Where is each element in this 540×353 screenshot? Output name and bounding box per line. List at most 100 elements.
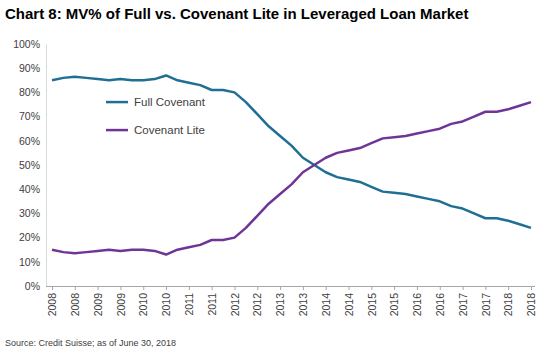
y-tick: 90% [19,62,46,74]
x-tick: 2014 [320,286,332,316]
x-tick-label: 2013 [274,293,286,317]
x-tick: 2008 [46,286,58,316]
x-tick-label: 2016 [434,293,446,317]
y-axis-line [46,45,47,287]
x-tick: 2015 [388,286,400,316]
x-tick: 2017 [457,286,469,316]
x-tick-mark [508,286,509,290]
x-tick-mark [75,286,76,290]
x-tick-mark [280,286,281,290]
x-tick: 2018 [502,286,514,316]
y-tick-label: 40% [19,183,40,195]
y-tick: 60% [19,135,46,147]
x-tick-mark [98,286,99,290]
x-tick-label: 2012 [229,293,241,317]
x-tick-label: 2008 [69,293,81,317]
y-tick-label: 50% [19,159,40,171]
legend: Full Covenant Covenant Lite [106,96,206,136]
x-tick-label: 2010 [137,293,149,317]
legend-swatch [106,129,128,132]
x-tick-mark [120,286,121,290]
x-tick-label: 2017 [457,293,469,317]
x-tick-label: 2011 [206,293,218,316]
y-tick-label: 100% [13,38,40,50]
x-tick: 2012 [251,286,263,316]
x-tick-mark [531,286,532,290]
y-tick-label: 80% [19,86,40,98]
x-tick: 2009 [115,286,127,316]
x-tick: 2009 [92,286,104,316]
x-tick-mark [485,286,486,290]
x-tick: 2012 [229,286,241,316]
x-tick-mark [417,286,418,290]
x-tick: 2015 [366,286,378,316]
y-tick: 70% [19,110,46,122]
y-tick-label: 0% [25,280,40,292]
series-line [52,75,531,227]
x-tick-mark [371,286,372,290]
lines [52,75,531,254]
legend-label: Covenant Lite [134,124,205,136]
x-tick-mark [52,286,53,290]
x-tick-label: 2013 [297,293,309,317]
x-tick-mark [394,286,395,290]
x-tick: 2011 [206,286,218,316]
x-tick: 2008 [69,286,81,316]
legend-swatch [106,101,128,104]
x-tick-label: 2012 [251,293,263,317]
legend-item: Covenant Lite [106,124,205,136]
y-tick-label: 10% [19,256,40,268]
x-tick-mark [326,286,327,290]
x-tick-label: 2009 [115,293,127,317]
y-tick: 80% [19,86,46,98]
x-tick: 2018 [525,286,537,316]
y-tick: 100% [13,38,46,50]
x-tick-label: 2008 [46,293,58,317]
y-axis: 0% 10% 20% 30% 40% 50% 60% 70% 80% 90% 100% [13,38,46,292]
x-tick-label: 2015 [366,293,378,317]
x-tick-mark [143,286,144,290]
x-tick: 2013 [274,286,286,316]
x-tick-mark [166,286,167,290]
x-tick-label: 2010 [160,293,172,317]
y-tick: 40% [19,183,46,195]
source-note: Source: Credit Suisse; as of June 30, 20… [5,338,176,348]
y-tick: 20% [19,231,46,243]
x-tick-mark [349,286,350,290]
x-axis-line [46,286,535,287]
y-tick-label: 70% [19,110,40,122]
x-tick: 2016 [434,286,446,316]
chart: Chart 8: MV% of Full vs. Covenant Lite i… [0,0,540,353]
y-tick-label: 60% [19,135,40,147]
x-tick-mark [212,286,213,290]
x-tick: 2010 [137,286,149,316]
legend-label: Full Covenant [134,96,206,108]
chart-title: Chart 8: MV% of Full vs. Covenant Lite i… [5,5,468,22]
x-tick-label: 2018 [502,293,514,317]
x-tick-label: 2011 [183,293,195,316]
x-tick: 2014 [343,286,355,316]
x-tick-label: 2009 [92,293,104,317]
x-tick-label: 2016 [411,293,423,317]
x-tick-mark [303,286,304,290]
x-tick-mark [463,286,464,290]
y-tick-label: 30% [19,207,40,219]
y-tick: 30% [19,207,46,219]
legend-item: Full Covenant [106,96,206,108]
x-tick: 2016 [411,286,423,316]
y-tick: 10% [19,256,46,268]
x-tick-label: 2015 [388,293,400,317]
x-tick-label: 2017 [480,293,492,317]
y-tick-label: 20% [19,231,40,243]
y-tick: 0% [25,280,46,292]
x-tick-mark [440,286,441,290]
x-tick: 2011 [183,286,195,316]
x-tick: 2017 [480,286,492,316]
x-tick-mark [189,286,190,290]
y-tick: 50% [19,159,46,171]
x-tick-label: 2018 [525,293,537,317]
x-axis: 2008 2008 2009 2009 2010 2010 2011 2011 2012 2012… [46,286,537,316]
x-tick-label: 2014 [343,293,355,317]
x-tick-label: 2014 [320,293,332,317]
x-tick-mark [257,286,258,290]
